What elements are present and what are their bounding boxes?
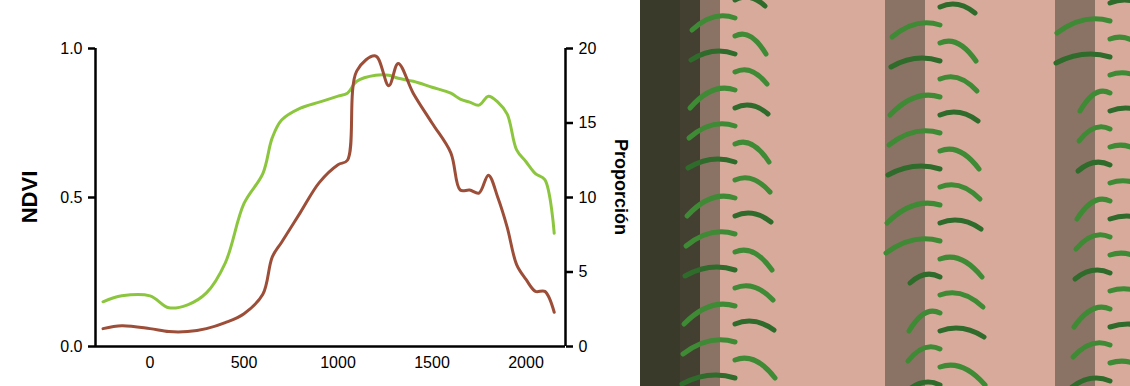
html-text:NDVI: NDVI [17, 170, 42, 224]
svg-text:5: 5 [579, 263, 588, 280]
svg-text:20: 20 [579, 40, 597, 57]
svg-text:1500: 1500 [414, 354, 450, 371]
svg-text:1000: 1000 [320, 354, 356, 371]
svg-text:1.0: 1.0 [60, 40, 82, 57]
svg-text:0.5: 0.5 [60, 189, 82, 206]
svg-text:500: 500 [231, 354, 258, 371]
svg-text:0.0: 0.0 [60, 338, 82, 355]
svg-text:0: 0 [146, 354, 155, 371]
svg-text:2000: 2000 [508, 354, 544, 371]
svg-text:0: 0 [579, 338, 588, 355]
svg-text:15: 15 [579, 114, 597, 131]
html-text:Proporción: Proporción [610, 139, 631, 235]
svg-text:10: 10 [579, 189, 597, 206]
